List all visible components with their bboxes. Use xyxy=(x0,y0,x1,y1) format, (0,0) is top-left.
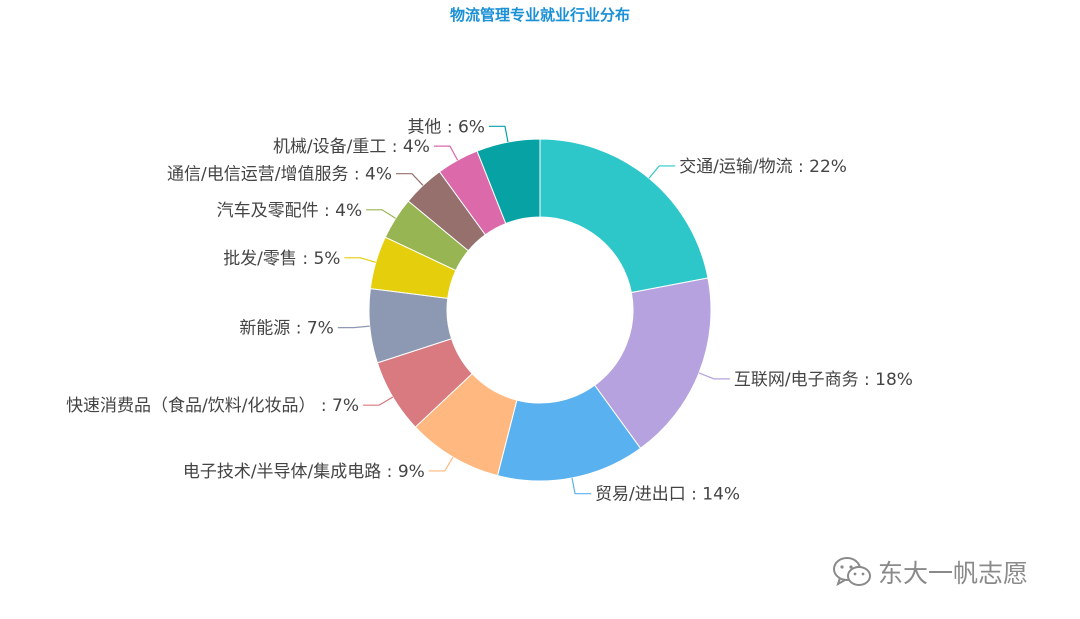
slice-label-11: 其他 : 6% xyxy=(407,117,485,137)
slice-label-1: 交通/运输/物流 : 22% xyxy=(679,157,847,177)
leader-line-9 xyxy=(395,173,424,186)
slice-label-7: 批发/零售 : 5% xyxy=(223,249,340,269)
watermark: 东大一帆志愿 xyxy=(832,552,1028,592)
leader-line-2 xyxy=(698,372,730,380)
leader-line-10 xyxy=(433,145,459,161)
slice-label-9: 通信/电信运营/增值服务 : 4% xyxy=(167,165,392,185)
slice-label-3: 贸易/进出口 : 14% xyxy=(595,485,740,505)
leader-line-6 xyxy=(337,325,370,329)
leader-line-3 xyxy=(571,477,592,495)
slice-label-5: 快速消费品（食品/饮料/化妆品） : 7% xyxy=(66,396,359,416)
wechat-icon xyxy=(833,557,871,587)
slice-label-2: 互联网/电子商务 : 18% xyxy=(734,370,913,390)
slice-label-8: 汽车及零配件 : 4% xyxy=(217,201,363,221)
chart-title: 物流管理专业就业行业分布 xyxy=(449,6,630,24)
leader-line-5 xyxy=(363,396,394,406)
leader-line-1 xyxy=(648,165,676,179)
watermark-text: 东大一帆志愿 xyxy=(878,559,1029,588)
leader-line-11 xyxy=(488,125,509,143)
pie-slice-1[interactable] xyxy=(539,138,709,294)
pie-slice-11[interactable] xyxy=(476,138,541,225)
leader-line-7 xyxy=(344,257,376,263)
slice-label-6: 新能源 : 7% xyxy=(239,319,334,339)
slice-label-4: 电子技术/半导体/集成电路 : 9% xyxy=(183,462,425,482)
leader-line-8 xyxy=(366,209,396,219)
leader-line-4 xyxy=(428,456,454,472)
slice-label-10: 机械/设备/重工 : 4% xyxy=(273,137,430,157)
